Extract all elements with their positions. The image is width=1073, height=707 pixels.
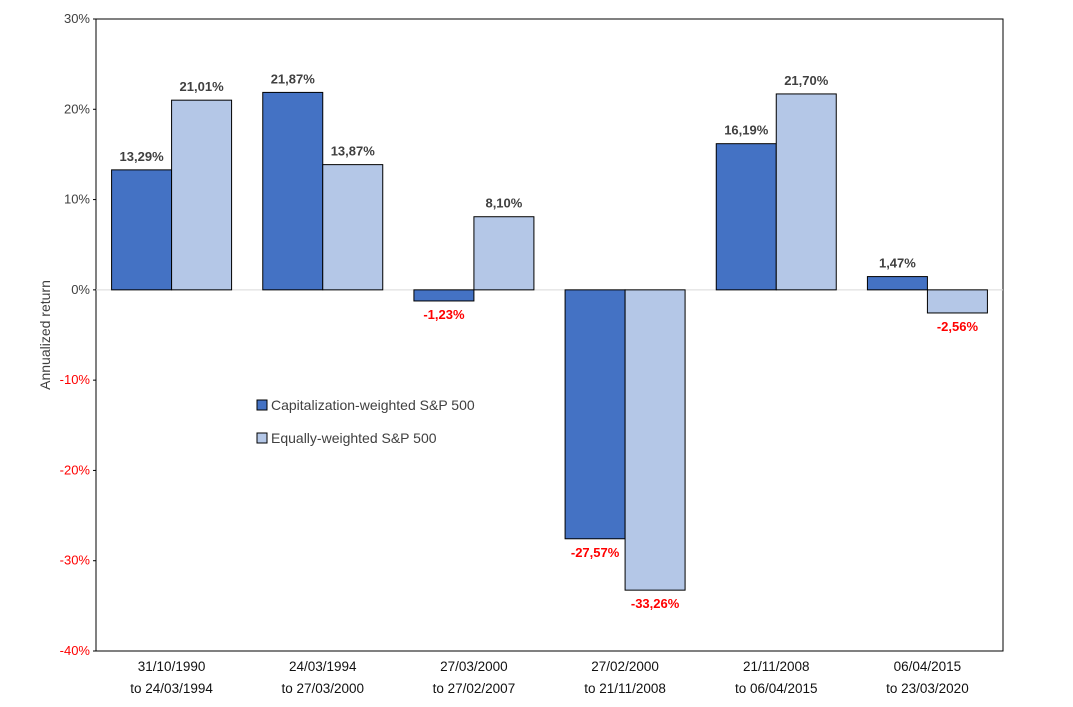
data-label: -2,56% <box>937 319 979 334</box>
y-tick-label: 10% <box>64 192 90 207</box>
legend-swatch <box>256 432 268 444</box>
x-tick-label: 06/04/2015 <box>894 659 962 674</box>
x-tick-label: to 21/11/2008 <box>584 681 666 696</box>
x-tick-label: 27/02/2000 <box>591 659 659 674</box>
legend-swatch <box>256 399 268 411</box>
x-tick-label: to 27/03/2000 <box>281 681 364 696</box>
bar <box>111 169 173 291</box>
y-tick-label: 20% <box>64 101 90 116</box>
bar <box>262 91 324 291</box>
data-label: 13,87% <box>331 144 376 159</box>
data-label: 21,70% <box>784 73 829 88</box>
y-tick-label: -10% <box>60 372 91 387</box>
plot-frame <box>95 18 1004 652</box>
bar <box>775 93 837 291</box>
y-tick-label: -40% <box>60 643 91 658</box>
bar <box>926 289 988 314</box>
x-tick-label: 24/03/1994 <box>289 659 357 674</box>
y-axis-label: Annualized return <box>37 280 53 390</box>
data-label: 21,01% <box>180 79 225 94</box>
x-tick-label: 21/11/2008 <box>743 659 810 674</box>
bar <box>413 289 475 302</box>
y-tick-label: -20% <box>60 462 91 477</box>
bar <box>715 143 777 291</box>
data-label: -1,23% <box>423 307 465 322</box>
y-tick-label: 0% <box>71 282 90 297</box>
bar <box>322 164 384 291</box>
legend-entry: Equally-weighted S&P 500 <box>271 430 437 446</box>
x-tick-label: to 06/04/2015 <box>735 681 818 696</box>
x-tick-label: to 27/02/2007 <box>433 681 516 696</box>
x-tick-label: to 23/03/2020 <box>886 681 969 696</box>
x-tick-label: to 24/03/1994 <box>130 681 213 696</box>
data-label: -33,26% <box>631 596 680 611</box>
data-label: 13,29% <box>120 149 165 164</box>
data-label: 8,10% <box>485 196 522 211</box>
legend-entry: Capitalization-weighted S&P 500 <box>271 397 475 413</box>
bar <box>473 216 535 291</box>
y-tick-label: -30% <box>60 553 91 568</box>
x-tick-label: 31/10/1990 <box>138 659 206 674</box>
y-tick-label: 30% <box>64 11 90 26</box>
x-tick-label: 27/03/2000 <box>440 659 508 674</box>
bar <box>866 276 928 291</box>
bar <box>171 99 233 291</box>
data-label: 21,87% <box>271 71 316 86</box>
data-label: 16,19% <box>724 123 769 138</box>
bar <box>624 289 686 591</box>
data-label: -27,57% <box>571 545 620 560</box>
bar <box>564 289 626 540</box>
data-label: 1,47% <box>879 256 916 271</box>
